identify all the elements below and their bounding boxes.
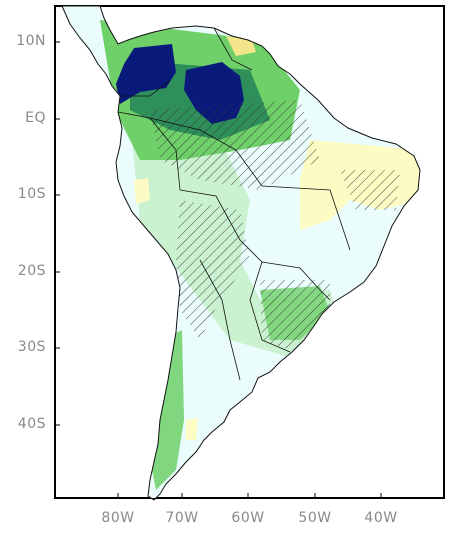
lon-label-70w: 70W: [165, 510, 199, 526]
lon-label-60w: 60W: [231, 510, 265, 526]
hatch-northeast: [340, 170, 400, 210]
axis-ticks: [55, 41, 382, 498]
lat-label-30s: 30S: [17, 339, 46, 355]
border-argentina-chile: [199, 259, 241, 381]
border-paraguay: [261, 261, 331, 301]
border-bolivia: [179, 189, 263, 263]
hatch-amazon: [150, 100, 320, 190]
field-negative-patagonia: [186, 418, 198, 440]
field-negative-peru: [134, 178, 150, 204]
border-brazil-north: [149, 117, 263, 187]
border-colombia-venezuela: [120, 79, 171, 97]
lon-label-50w: 50W: [298, 510, 332, 526]
lat-label-40s: 40S: [17, 416, 46, 432]
border-peru-colombia: [117, 111, 181, 191]
lon-label-40w: 40W: [364, 510, 398, 526]
border-venezuela: [213, 27, 253, 71]
lat-label-10n: 10N: [16, 33, 46, 49]
blob-colombia: [116, 44, 176, 104]
lon-label-80w: 80W: [101, 510, 135, 526]
lat-label-10s: 10S: [17, 186, 46, 202]
lat-label-eq: EQ: [25, 110, 46, 126]
border-brazil-central: [261, 185, 351, 251]
country-borders: [117, 27, 351, 381]
lat-label-20s: 20S: [17, 263, 46, 279]
hatch-bolivia: [176, 200, 250, 340]
field-negative-guyana: [226, 36, 256, 56]
border-argentina: [249, 261, 291, 353]
